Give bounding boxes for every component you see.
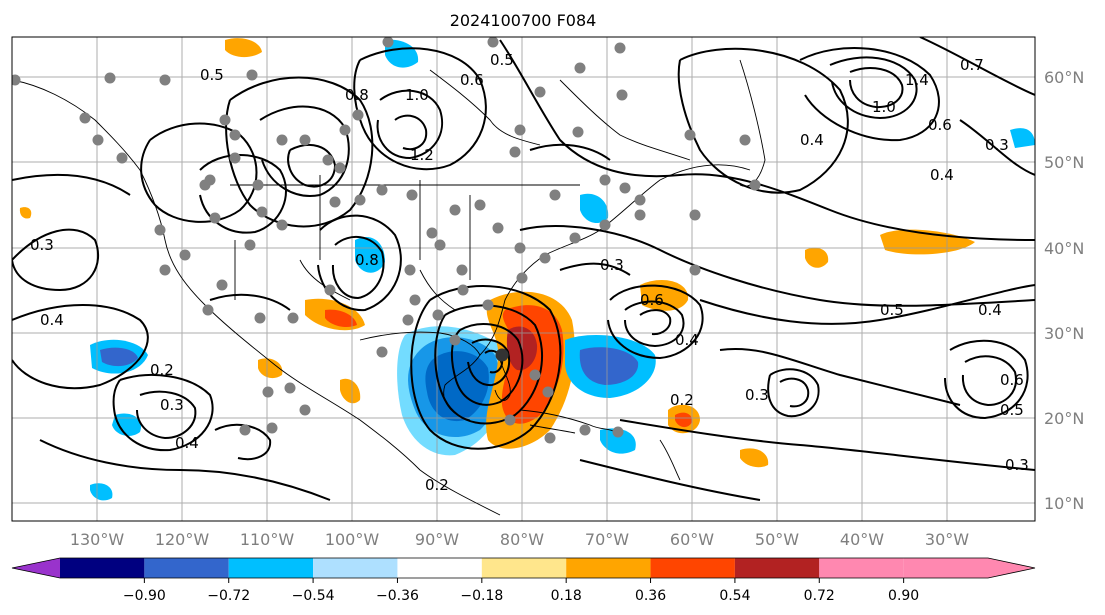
- station-markers: [12, 37, 761, 444]
- colorbar-extend-high: [988, 558, 1035, 578]
- contour-label: 0.3: [600, 256, 624, 274]
- lat-label: 40°N: [1044, 239, 1084, 258]
- contour-label: 1.4: [905, 71, 929, 89]
- colorbar-outline: [11, 557, 1036, 579]
- contour-label: 0.4: [800, 131, 824, 149]
- contour-label: 0.4: [175, 434, 199, 452]
- colorbar-tick-label: 0.18: [551, 588, 582, 604]
- lon-label: 60°W: [670, 530, 714, 549]
- colorbar-segment: [228, 558, 314, 578]
- contour-label: 0.5: [880, 301, 904, 319]
- colorbar-tick-label: −0.54: [292, 588, 335, 604]
- contour-label: 0.3: [160, 396, 184, 414]
- lon-label: 80°W: [500, 530, 544, 549]
- colorbar-segment: [144, 558, 229, 578]
- contour-label: 0.5: [1000, 401, 1024, 419]
- contour-label: 0.4: [40, 311, 64, 329]
- longitude-labels: 130°W 120°W 110°W 100°W 90°W 80°W 70°W 6…: [70, 530, 969, 549]
- contours: [12, 37, 1035, 501]
- colorbar-extend-low: [12, 558, 60, 578]
- lat-label: 30°N: [1044, 324, 1084, 343]
- contour-label: 0.3: [985, 136, 1009, 154]
- contour-label: 0.3: [745, 386, 769, 404]
- colorbar-tick-label: −0.18: [460, 588, 503, 604]
- lon-label: 70°W: [585, 530, 629, 549]
- contour-label: 0.3: [1005, 456, 1029, 474]
- colorbar-tick-label: −0.36: [376, 588, 419, 604]
- contour-label: 0.8: [355, 251, 379, 269]
- lon-label: 30°W: [925, 530, 969, 549]
- latitude-labels: 60°N 50°N 40°N 30°N 20°N 10°N: [1044, 68, 1084, 513]
- colorbar-segment: [481, 558, 567, 578]
- colorbar-segment: [734, 558, 820, 578]
- contour-label: 0.6: [460, 71, 484, 89]
- lon-label: 50°W: [755, 530, 799, 549]
- map-border: [11, 36, 1036, 522]
- contour-label: 1.0: [872, 98, 896, 116]
- lon-label: 100°W: [325, 530, 380, 549]
- lat-label: 20°N: [1044, 409, 1084, 428]
- contour-label: 0.2: [150, 361, 174, 379]
- contour-label: 0.6: [640, 291, 664, 309]
- lon-label: 130°W: [70, 530, 125, 549]
- colorbar-tick-label: 0.36: [635, 588, 666, 604]
- contour-label: 1.0: [405, 86, 429, 104]
- colorbar: −0.90 −0.72 −0.54 −0.36 −0.18 0.18 0.36 0.54 0.7…: [11, 557, 1036, 604]
- contour-label: 0.2: [670, 391, 694, 409]
- colorbar-tick-label: −0.72: [207, 588, 250, 604]
- negative-anomaly-atlantic-core: [579, 347, 639, 385]
- contour-label: 0.4: [930, 166, 954, 184]
- colorbar-tick-label: 0.54: [719, 588, 750, 604]
- colorbar-segment: [397, 558, 482, 578]
- lat-label: 50°N: [1044, 153, 1084, 172]
- colorbar-segment: [819, 558, 904, 578]
- contour-label: 0.5: [200, 66, 224, 84]
- contour-label: 0.4: [675, 331, 699, 349]
- colorbar-segment: [650, 558, 735, 578]
- contour-label: 0.4: [978, 301, 1002, 319]
- lat-label: 60°N: [1044, 68, 1084, 87]
- lon-label: 110°W: [240, 530, 295, 549]
- map-area: 0.3 0.4 0.5 0.6 0.8 1.0 1.2 0.7 0.2 0.3 …: [12, 37, 1035, 521]
- map-title: 2024100700 F084: [450, 11, 597, 30]
- contour-label: 0.8: [345, 86, 369, 104]
- lat-label: 10°N: [1044, 494, 1084, 513]
- contour-label: 0.6: [1000, 371, 1024, 389]
- lon-label: 120°W: [155, 530, 210, 549]
- colorbar-segment: [903, 558, 988, 578]
- colorbar-segment: [566, 558, 651, 578]
- lon-label: 40°W: [840, 530, 884, 549]
- contour-label: 0.7: [960, 56, 984, 74]
- contour-labels: 0.3 0.4 0.5 0.6 0.8 1.0 1.2 0.7 0.2 0.3 …: [30, 51, 1029, 494]
- contour-label: 0.3: [30, 236, 54, 254]
- colorbar-segment: [313, 558, 398, 578]
- colorbar-segment: [60, 558, 145, 578]
- positive-anomaly-atlantic: [640, 280, 689, 311]
- lon-label: 90°W: [415, 530, 459, 549]
- colorbar-tick-label: 0.90: [888, 588, 919, 604]
- colorbar-tick-label: 0.72: [804, 588, 835, 604]
- contour-label: 0.6: [928, 116, 952, 134]
- contour-label: 0.2: [425, 476, 449, 494]
- colorbar-tick-label: −0.90: [123, 588, 166, 604]
- contour-label: 1.2: [410, 146, 434, 164]
- contour-label: 0.5: [490, 51, 514, 69]
